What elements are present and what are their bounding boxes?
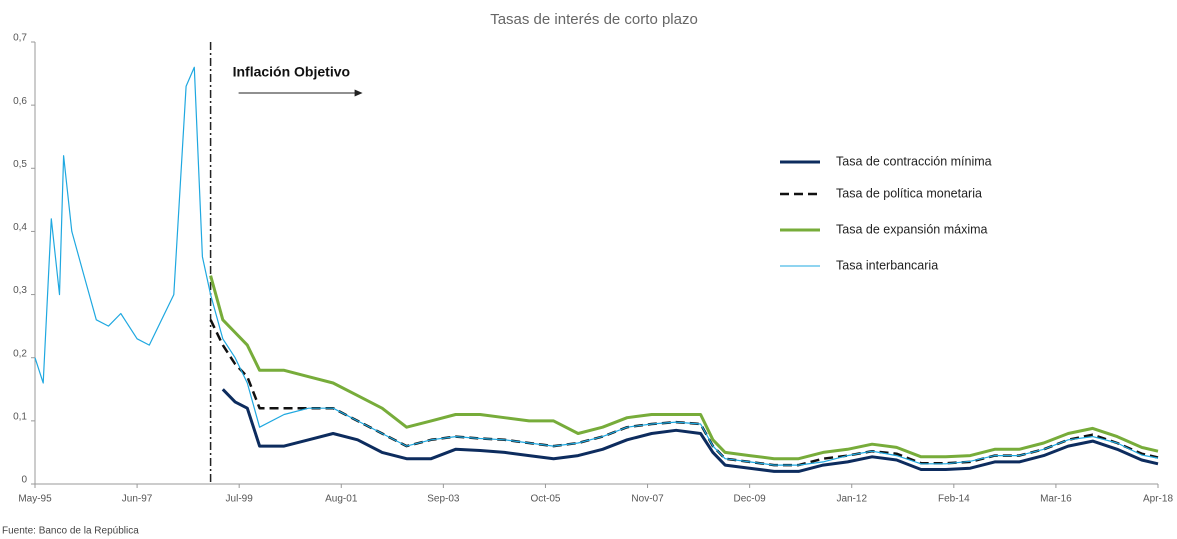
x-tick-label: Aug-01 (325, 494, 358, 505)
x-tick-label: Jul-99 (226, 494, 254, 505)
y-tick-label: 0,2 (13, 348, 27, 359)
legend-label: Tasa interbancaria (836, 258, 938, 272)
annotation-arrowhead (354, 89, 363, 97)
y-tick-label: 0,1 (13, 411, 27, 422)
x-tick-label: Jun-97 (122, 494, 153, 505)
legend-label: Tasa de política monetaria (836, 186, 982, 200)
y-tick-label: 0,3 (13, 285, 27, 296)
y-tick-label: 0 (21, 475, 27, 486)
y-tick-label: 0,7 (13, 33, 27, 44)
x-tick-label: May-95 (18, 494, 52, 505)
x-tick-label: Oct-05 (530, 494, 560, 505)
y-tick-label: 0,6 (13, 96, 27, 107)
y-tick-label: 0,4 (13, 222, 27, 233)
chart-title: Tasas de interés de corto plazo (490, 11, 698, 28)
x-tick-label: Feb-14 (938, 494, 970, 505)
x-tick-label: Dec-09 (734, 494, 767, 505)
legend-label: Tasa de contracción mínima (836, 154, 992, 168)
x-tick-label: Jan-12 (836, 494, 867, 505)
source: Fuente: Banco de la República (2, 526, 139, 537)
x-tick-label: Sep-03 (427, 494, 460, 505)
legend-label: Tasa de expansión máxima (836, 222, 988, 236)
annotation-text: Inflación Objetivo (233, 64, 350, 80)
series-line (221, 388, 1159, 473)
x-tick-label: Apr-18 (1143, 494, 1173, 505)
x-tick-label: Mar-16 (1040, 494, 1072, 505)
series-line (34, 66, 1159, 466)
x-tick-label: Nov-07 (631, 494, 664, 505)
series-line (209, 275, 1159, 461)
y-tick-label: 0,5 (13, 159, 27, 170)
